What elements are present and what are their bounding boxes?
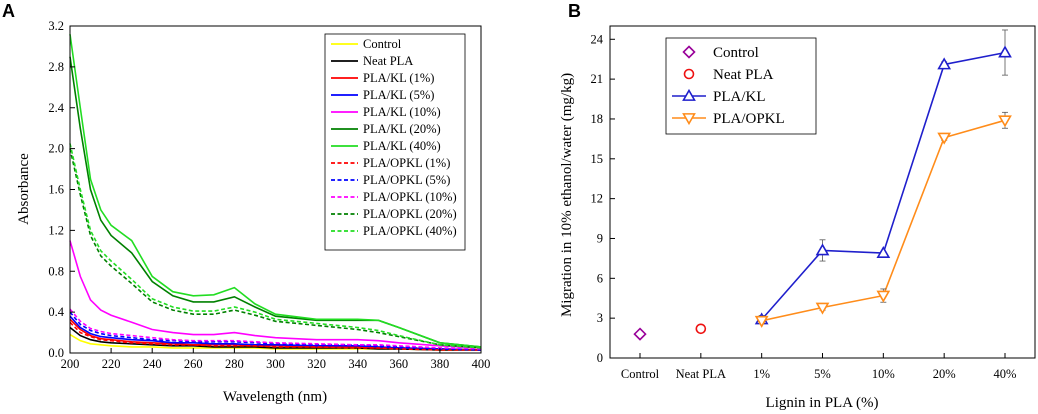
panel-b-x-ticks: Control Neat PLA 1% 5% 10% 20% 40% — [621, 353, 1017, 381]
series-line-pla-kl-10 — [69, 240, 482, 349]
data-point-pla-kl-5 — [937, 57, 952, 70]
y-tick-label-12: 12 — [591, 192, 604, 206]
legend-label-pla-kl-40: PLA/KL (40%) — [363, 139, 441, 153]
y-tick-label-9: 9 — [597, 231, 603, 245]
y-tick-label-6: 6 — [597, 271, 603, 285]
panel-b-legend: Control Neat PLA PLA/KL PLA/OPKL — [665, 37, 817, 135]
panel-b-x-axis-title: Lignin in PLA (%) — [766, 395, 879, 411]
legend-label-pla-opkl-10: PLA/OPKL (10%) — [363, 190, 457, 204]
series-line-pla-opkl-1 — [69, 321, 481, 351]
x-tick-label-220: 220 — [102, 357, 121, 371]
x-tick-label-400: 400 — [472, 357, 491, 371]
y-tick-label-2-8: 2.8 — [48, 60, 64, 74]
y-tick-label-3-2: 3.2 — [48, 19, 64, 33]
legend-label-pla-opkl-5: PLA/OPKL (5%) — [363, 173, 450, 187]
y-tick-label-2-0: 2.0 — [48, 142, 64, 156]
legend-label-pla-kl-1: PLA/KL (1%) — [363, 71, 434, 85]
series-line-pla-kl-5 — [69, 315, 482, 351]
panel-a-y-ticks: 0.0 0.4 0.8 1.2 1.6 2.0 2.4 2.8 3.2 — [48, 19, 75, 360]
x-tick-label-260: 260 — [184, 357, 203, 371]
y-tick-label-0: 0 — [597, 351, 603, 365]
y-tick-label-24: 24 — [591, 32, 604, 46]
x-tick-label-200: 200 — [61, 357, 80, 371]
x-tick-label-240: 240 — [143, 357, 162, 371]
legend-label-pla-opkl: PLA/OPKL — [713, 111, 785, 127]
x-tick-label-300: 300 — [266, 357, 285, 371]
y-tick-label-0-0: 0.0 — [48, 346, 64, 360]
x-tick-label-360: 360 — [389, 357, 408, 371]
panel-a-x-axis-title: Wavelength (nm) — [223, 389, 327, 405]
legend-label-pla-kl-10: PLA/KL (10%) — [363, 105, 441, 119]
x-tick-label-280: 280 — [225, 357, 244, 371]
legend-label-pla-opkl-20: PLA/OPKL (20%) — [363, 207, 457, 221]
panel-a-plot — [69, 34, 482, 351]
data-point-neat-pla-1 — [695, 323, 707, 335]
y-tick-label-1-6: 1.6 — [48, 183, 64, 197]
legend-marker-neat-pla — [683, 68, 695, 80]
legend-label-pla-opkl-40: PLA/OPKL (40%) — [363, 224, 457, 238]
panel-a-label: A — [2, 1, 15, 21]
x-tick-label-20: 20% — [933, 367, 956, 381]
legend-label-pla-kl: PLA/KL — [713, 89, 766, 105]
series-line-pla-opkl-20 — [69, 148, 482, 349]
panel-a-legend: Control Neat PLA PLA/KL (1%) PLA/KL (5%) PLA… — [324, 33, 466, 251]
legend-label-control: Control — [713, 45, 759, 61]
panel-b-chart: B Control Neat PLA 1% 5% 10% 20% 40% 0 3 6 9 12 15 1… — [559, 1, 1036, 411]
x-tick-label-320: 320 — [307, 357, 326, 371]
legend-label-neat-pla: Neat PLA — [713, 67, 774, 83]
data-point-pla-opkl-5 — [937, 132, 952, 145]
y-tick-label-15: 15 — [591, 152, 604, 166]
x-tick-label-neat-pla: Neat PLA — [676, 367, 726, 381]
data-point-control-0 — [633, 327, 647, 341]
series-line-pla-kl-40 — [69, 34, 482, 348]
data-point-pla-opkl-6 — [998, 115, 1012, 128]
data-point-pla-opkl-4 — [876, 290, 891, 303]
y-tick-label-3: 3 — [597, 311, 603, 325]
x-tick-label-40: 40% — [994, 367, 1017, 381]
panel-b-plot — [633, 29, 1012, 341]
panel-a-legend-box — [324, 33, 466, 251]
panel-a-chart: A 200 220 240 260 280 300 320 340 360 380 400 0.00… — [2, 1, 490, 405]
x-tick-label-340: 340 — [348, 357, 367, 371]
legend-label-pla-kl-20: PLA/KL (20%) — [363, 122, 441, 136]
data-point-pla-opkl-2 — [754, 315, 769, 328]
panel-b-y-ticks: 0 3 6 9 12 15 18 21 24 — [591, 32, 615, 365]
legend-label-neat-pla: Neat PLA — [363, 54, 413, 68]
y-tick-label-21: 21 — [591, 72, 604, 86]
data-point-pla-opkl-3 — [815, 302, 830, 315]
x-tick-label-380: 380 — [431, 357, 450, 371]
series-line-pla-opkl-40 — [69, 143, 482, 349]
y-tick-label-1-2: 1.2 — [48, 223, 64, 237]
panel-b-y-axis-title: Migration in 10% ethanol/water (mg/kg) — [559, 73, 575, 317]
data-point-pla-kl-6 — [998, 45, 1012, 58]
legend-marker-control — [682, 45, 696, 59]
legend-label-pla-kl-5: PLA/KL (5%) — [363, 88, 434, 102]
panel-a-y-axis-title: Absorbance — [16, 153, 32, 225]
x-tick-label-5: 5% — [814, 367, 831, 381]
data-point-pla-kl-4 — [876, 245, 891, 259]
y-tick-label-2-4: 2.4 — [48, 101, 64, 115]
x-tick-label-10: 10% — [872, 367, 895, 381]
legend-label-control: Control — [363, 37, 402, 51]
x-tick-label-1: 1% — [753, 367, 770, 381]
panel-a-x-ticks: 200 220 240 260 280 300 320 340 360 380 400 — [61, 348, 491, 371]
y-tick-label-0-4: 0.4 — [48, 305, 64, 319]
series-line-pla-opkl-5 — [69, 311, 482, 351]
y-tick-label-18: 18 — [591, 112, 604, 126]
legend-marker-pla-kl — [682, 88, 696, 101]
data-point-pla-kl-3 — [815, 243, 830, 256]
legend-marker-pla-opkl — [682, 113, 696, 126]
y-tick-label-0-8: 0.8 — [48, 264, 64, 278]
x-tick-label-control: Control — [621, 367, 660, 381]
panel-b-label: B — [568, 1, 581, 21]
series-line-pla-opkl-10 — [69, 308, 482, 350]
series-line-neat-pla — [69, 326, 481, 351]
legend-label-pla-opkl-1: PLA/OPKL (1%) — [363, 156, 450, 170]
